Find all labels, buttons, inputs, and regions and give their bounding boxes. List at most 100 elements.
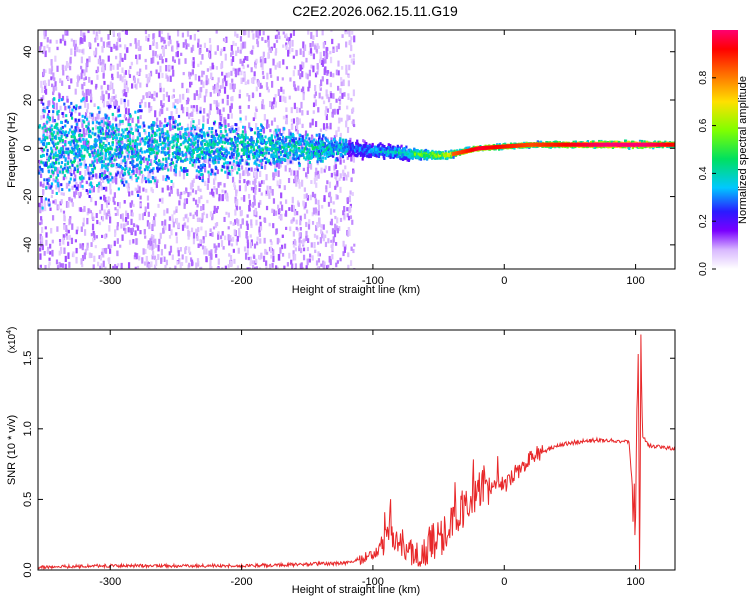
- spectrogram-cell: [191, 111, 194, 117]
- spectrogram-cell: [292, 250, 295, 257]
- spectrogram-cell: [39, 206, 42, 214]
- spectrogram-cell: [98, 255, 101, 260]
- spectrogram-cell: [645, 141, 648, 145]
- spectrogram-cell: [264, 57, 267, 64]
- spectrogram-cell: [216, 267, 219, 269]
- spectrogram-cell: [278, 35, 281, 40]
- spectrogram-cell: [285, 117, 288, 125]
- spectrogram-cell: [191, 143, 195, 148]
- spectrogram-cell: [329, 71, 332, 77]
- spectrogram-cell: [97, 106, 100, 110]
- spectrogram-cell: [55, 146, 59, 150]
- spectrogram-cell: [305, 265, 308, 269]
- spectrogram-cell: [113, 201, 116, 205]
- spectrogram-cell: [231, 143, 234, 147]
- spectrogram-cell: [341, 92, 344, 99]
- spectrogram-cell: [314, 85, 317, 91]
- spectrogram-cell: [176, 157, 180, 161]
- spectrogram-cell: [61, 140, 64, 144]
- spectrogram-cell: [104, 247, 108, 254]
- spectrogram-cell: [130, 200, 134, 206]
- spectrogram-cell: [88, 41, 91, 47]
- spectrogram-cell: [131, 117, 134, 123]
- spectrogram-cell: [63, 224, 66, 231]
- spectrogram-cell: [243, 179, 246, 184]
- spectrogram-cell: [86, 245, 89, 251]
- spectrogram-cell: [94, 54, 97, 58]
- spectrogram-cell: [85, 180, 88, 185]
- spectrogram-cell: [290, 107, 293, 114]
- spectrogram-cell: [116, 238, 119, 244]
- spectrogram-cell: [162, 46, 165, 54]
- spectrogram-cell: [71, 223, 74, 230]
- spectrogram-cell: [295, 137, 298, 141]
- spectrogram-cell: [102, 96, 105, 104]
- spectrogram-cell: [215, 104, 219, 110]
- spectrogram-cell: [184, 58, 187, 64]
- spectrogram-cell: [254, 106, 258, 111]
- spectrogram-cell: [64, 130, 67, 134]
- spectrogram-cell: [64, 143, 67, 147]
- spectrogram-cell: [64, 163, 67, 167]
- spectrogram-cell: [101, 216, 105, 222]
- spectrogram-cell: [315, 149, 318, 153]
- spectrogram-cell: [65, 201, 69, 208]
- spectrogram-cell: [116, 225, 119, 231]
- spectrogram-cell: [56, 265, 60, 269]
- spectrogram-cell: [100, 136, 103, 140]
- spectrogram-cell: [80, 119, 83, 124]
- spectrogram-cell: [101, 160, 104, 164]
- spectrogram-cell: [317, 266, 321, 269]
- spectrogram-cell: [96, 34, 99, 41]
- spectrogram-cell: [289, 77, 292, 82]
- spectrogram-cell: [136, 188, 139, 194]
- spectrogram-cell: [179, 247, 182, 252]
- spectrogram-cell: [158, 111, 161, 117]
- spectrogram-cell: [195, 124, 198, 131]
- spectrogram-cell: [145, 83, 149, 88]
- spectrogram-cell: [138, 186, 141, 194]
- spectrogram-cell: [47, 100, 50, 107]
- spectrogram-cell: [297, 179, 300, 184]
- spectrogram-cell: [285, 147, 288, 151]
- spectrogram-cell: [102, 136, 106, 140]
- spectrogram-cell: [270, 134, 273, 138]
- spectrogram-cell: [165, 157, 168, 161]
- spectrogram-cell: [120, 262, 123, 269]
- spectrogram-cell: [269, 148, 272, 152]
- spectrogram-cell: [124, 30, 128, 35]
- spectrogram-cell: [235, 50, 238, 57]
- spectrogram-cell: [113, 43, 116, 49]
- spectrogram-cell: [80, 30, 83, 37]
- spectrogram-cell: [160, 249, 164, 256]
- spectrogram-cell: [277, 254, 280, 261]
- spectrogram-cell: [160, 257, 163, 264]
- spectrogram-cell: [223, 165, 226, 169]
- spectrogram-cell: [200, 79, 203, 85]
- spectrogram-cell: [86, 190, 89, 195]
- spectrogram-cell: [218, 193, 221, 201]
- spectrogram-cell: [81, 178, 84, 183]
- spectrogram-cell: [98, 55, 102, 62]
- spectrogram-cell: [346, 126, 350, 133]
- spectrogram-cell: [214, 174, 217, 181]
- spectrogram-cell: [248, 157, 251, 161]
- spectrogram-cell: [208, 158, 211, 162]
- spectrogram-cell: [209, 155, 213, 159]
- spectrogram-cell: [39, 264, 42, 268]
- spectrogram-cell: [269, 129, 272, 133]
- spectrogram-cell: [178, 152, 181, 156]
- spectrogram-cell: [143, 212, 146, 216]
- spectrogram-cell: [70, 38, 73, 42]
- spectrogram-cell: [160, 132, 164, 138]
- spectrogram-cell: [317, 241, 320, 245]
- spectrogram-cell: [349, 215, 353, 220]
- spectrogram-cell: [95, 31, 98, 37]
- spectrogram-cell: [40, 154, 43, 158]
- spectrogram-cell: [271, 262, 274, 268]
- spectrogram-cell: [48, 165, 51, 169]
- spectrogram-cell: [41, 244, 44, 251]
- spectrogram-cell: [70, 173, 73, 177]
- spectrogram-cell: [230, 70, 233, 76]
- spectrogram-cell: [153, 98, 156, 102]
